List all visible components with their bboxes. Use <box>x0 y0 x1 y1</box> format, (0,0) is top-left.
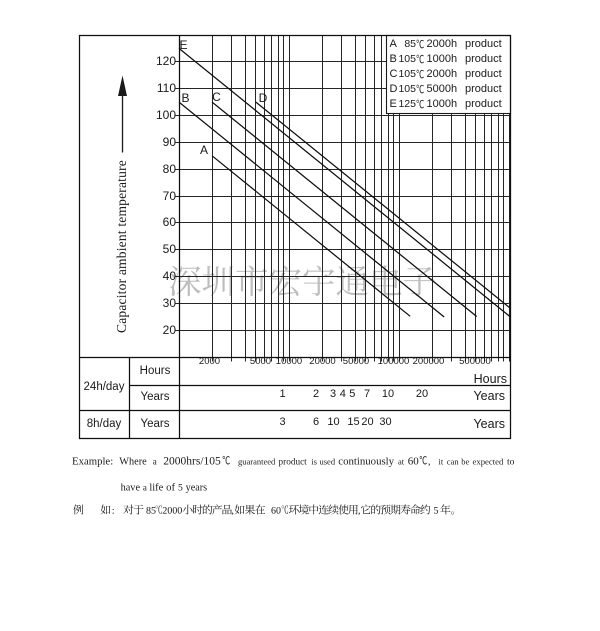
svg-text:expected: expected <box>473 456 505 466</box>
svg-text:to: to <box>507 456 515 467</box>
svg-text:a: a <box>143 483 147 493</box>
svg-text:have: have <box>121 483 141 494</box>
svg-text:is: is <box>311 456 317 466</box>
svg-text:used: used <box>320 456 336 466</box>
svg-text:product: product <box>279 457 308 467</box>
svg-text:guaranteed: guaranteed <box>238 456 276 466</box>
svg-text:at: at <box>398 456 405 466</box>
svg-text:Where: Where <box>119 456 147 467</box>
svg-text:life: life <box>149 483 163 494</box>
svg-text:2000hrs/105: 2000hrs/105 <box>163 455 221 467</box>
svg-text:continuously: continuously <box>338 455 394 467</box>
svg-text:a: a <box>153 456 157 466</box>
svg-text:60: 60 <box>408 455 420 467</box>
svg-text:,: , <box>428 456 431 467</box>
svg-text:can: can <box>447 456 460 466</box>
svg-text:be: be <box>461 456 469 466</box>
svg-text:it: it <box>439 456 444 466</box>
svg-text:5: 5 <box>178 483 183 494</box>
svg-text:Example:: Example: <box>72 455 113 467</box>
svg-text:of: of <box>166 482 175 494</box>
svg-text:years: years <box>186 483 208 494</box>
